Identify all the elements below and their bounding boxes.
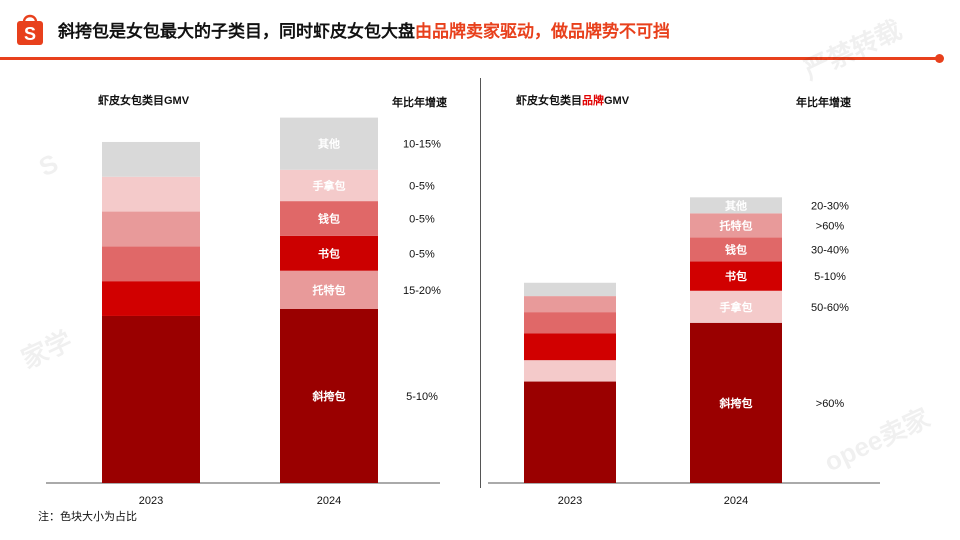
chart-svg: 2023 斜挎包 >60% 手拿包 50-60% 书包 5-10% 钱包 30-40% 托特包 >6… <box>488 197 880 507</box>
footnote: 注：色块大小为占比 <box>38 511 137 523</box>
growth-label: 15-20% <box>403 285 441 297</box>
growth-label: 0-5% <box>409 214 435 226</box>
segment-label: 斜挎包 <box>719 396 753 410</box>
growth-label: 10-15% <box>403 139 441 151</box>
segment-label: 其他 <box>725 198 747 212</box>
segment-label: 其他 <box>318 137 340 151</box>
chart-divider <box>480 78 481 488</box>
growth-label: >60% <box>816 220 845 232</box>
bar-segment <box>280 201 378 236</box>
bar-segment <box>102 211 200 247</box>
shopee-bag-icon: S <box>17 14 43 45</box>
growth-header: 年比年增速 <box>796 97 851 109</box>
bar-segment <box>524 312 616 334</box>
segment-label: 斜挎包 <box>312 389 346 403</box>
chart-title-suffix: GMV <box>604 95 630 107</box>
growth-label: 20-30% <box>811 200 849 212</box>
segment-label: 托特包 <box>313 283 346 297</box>
title-highlight: 由品牌卖家驱动，做品牌势不可挡 <box>415 22 670 41</box>
bar-segment <box>524 282 616 297</box>
bar-segment <box>102 246 200 282</box>
segment-label: 托特包 <box>720 218 753 232</box>
segment-label: 钱包 <box>725 242 747 256</box>
segment-label: 书包 <box>318 246 340 260</box>
bar-segment <box>102 281 200 316</box>
chart-title: 虾皮女包类目品牌GMV <box>516 92 629 108</box>
bar-segment <box>102 315 200 483</box>
title-main: 斜挎包是女包最大的子类目，同时虾皮女包大盘 <box>58 22 415 41</box>
bar-segment <box>524 296 616 313</box>
bar-segment <box>280 117 378 170</box>
bar-segment <box>690 237 782 262</box>
logo-letter: S <box>24 24 36 44</box>
growth-label: 30-40% <box>811 244 849 256</box>
segment-label: 书包 <box>725 269 747 283</box>
growth-label: >60% <box>816 398 845 410</box>
chart-svg: 2023 斜挎包 5-10% 托特包 15-20% 书包 0-5% 钱包 0-5% 手拿包 0-5%… <box>46 117 441 507</box>
bar-segment <box>690 290 782 323</box>
chart-category-gmv: 虾皮女包类目GMV 年比年增速 2023 斜挎包 5-10% 托特包 15-20% 书包 0… <box>0 70 480 510</box>
growth-label: 0-5% <box>409 180 435 192</box>
x-tick-label: 2024 <box>317 495 341 507</box>
chart-title-highlight: 品牌 <box>582 95 604 107</box>
chart-title-text: 虾皮女包类目GMV <box>98 95 190 107</box>
bar-segment <box>690 197 782 214</box>
growth-label: 5-10% <box>406 391 438 403</box>
bar-segment <box>524 360 616 382</box>
growth-label: 5-10% <box>814 271 846 283</box>
bar-segment <box>524 333 616 361</box>
segment-label: 手拿包 <box>720 300 753 314</box>
bar-segment <box>280 169 378 202</box>
x-tick-label: 2023 <box>558 495 582 507</box>
growth-label: 50-60% <box>811 302 849 314</box>
chart-brand-gmv: 虾皮女包类目品牌GMV 年比年增速 2023 斜挎包 >60% 手拿包 50-60% 书包… <box>480 70 960 510</box>
chart-title: 虾皮女包类目GMV <box>98 92 189 108</box>
bar-segment <box>102 176 200 212</box>
bar-segment <box>102 141 200 177</box>
bar-segment <box>690 322 782 483</box>
header-rule-dot <box>935 54 944 63</box>
bar-segment <box>280 270 378 309</box>
bar-segment <box>280 309 378 483</box>
growth-header: 年比年增速 <box>392 97 447 109</box>
bar-segment <box>524 381 616 483</box>
bar-segment <box>280 235 378 271</box>
x-tick-label: 2023 <box>139 495 163 507</box>
page-title: 斜挎包是女包最大的子类目，同时虾皮女包大盘由品牌卖家驱动，做品牌势不可挡 <box>58 17 670 42</box>
bar-segment <box>690 261 782 291</box>
x-tick-label: 2024 <box>724 495 748 507</box>
bar-segment <box>690 213 782 238</box>
chart-title-text: 虾皮女包类目 <box>516 95 582 107</box>
growth-label: 0-5% <box>409 248 435 260</box>
header-rule <box>0 57 938 60</box>
segment-label: 钱包 <box>318 212 340 226</box>
segment-label: 手拿包 <box>313 178 346 192</box>
